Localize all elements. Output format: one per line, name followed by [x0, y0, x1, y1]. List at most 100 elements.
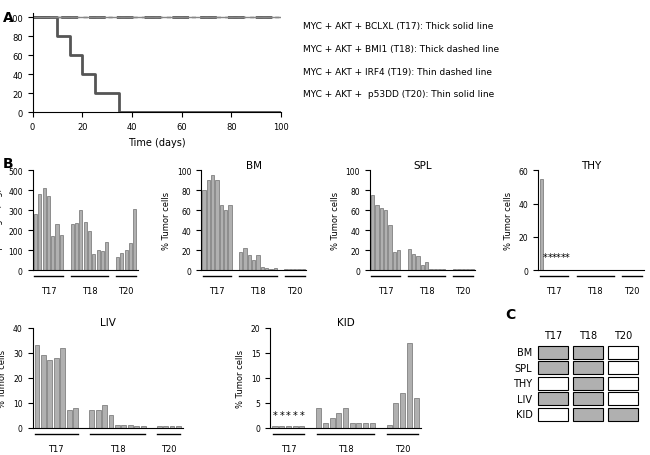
Text: T20: T20 [118, 286, 134, 295]
Bar [274, 268, 277, 270]
Bar [429, 269, 432, 270]
Bar [67, 410, 72, 428]
Bar [84, 222, 87, 270]
Bar [224, 211, 227, 270]
Text: SPL: SPL [515, 363, 532, 373]
Bar [400, 393, 405, 428]
Bar [55, 225, 58, 270]
Bar [248, 256, 251, 270]
Bar [125, 251, 128, 270]
Bar [462, 269, 465, 270]
Bar [92, 254, 96, 270]
Text: MYC + AKT + BCLXL (T17): Thick solid line: MYC + AKT + BCLXL (T17): Thick solid lin… [303, 22, 493, 30]
Bar [120, 253, 124, 270]
Bar [122, 425, 126, 428]
Bar [79, 211, 83, 270]
Title: KID: KID [337, 318, 354, 328]
Bar [453, 269, 456, 270]
Title: SPL: SPL [413, 160, 432, 170]
Bar [573, 408, 603, 421]
Text: B: B [3, 157, 14, 171]
Bar [323, 423, 328, 428]
Bar [135, 426, 139, 428]
Bar [421, 265, 424, 270]
Bar [228, 206, 231, 270]
Text: *: * [556, 253, 561, 263]
Text: T18: T18 [588, 286, 603, 295]
Text: T17: T17 [543, 330, 562, 340]
Bar [34, 346, 40, 428]
Bar [109, 415, 113, 428]
Bar [101, 252, 104, 270]
Bar [316, 408, 321, 428]
Bar [412, 254, 415, 270]
Y-axis label: % Tumor cells: % Tumor cells [0, 349, 7, 407]
Bar [157, 426, 162, 428]
Bar [244, 248, 247, 270]
Text: T17: T17 [546, 286, 562, 295]
Bar [330, 418, 335, 428]
Bar [272, 426, 278, 428]
Text: MYC + AKT +  p53DD (T20): Thin solid line: MYC + AKT + p53DD (T20): Thin solid line [303, 90, 494, 99]
Bar [220, 206, 223, 270]
Bar [442, 269, 445, 270]
Bar [538, 362, 567, 374]
Bar [300, 426, 304, 428]
Bar [388, 226, 391, 270]
Y-axis label: % Disease free mice: % Disease free mice [0, 14, 1, 113]
Bar [269, 269, 272, 270]
Text: T20: T20 [161, 444, 177, 453]
Bar [434, 269, 437, 270]
Bar [538, 346, 567, 359]
Bar [380, 209, 383, 270]
Bar [408, 249, 411, 270]
Bar [280, 426, 284, 428]
Text: LIV: LIV [517, 394, 532, 404]
Text: *: * [560, 253, 565, 263]
Bar [608, 377, 638, 390]
Bar [384, 211, 387, 270]
Bar [176, 426, 181, 428]
Bar [343, 408, 348, 428]
Bar [370, 423, 375, 428]
Bar [292, 426, 298, 428]
Text: C: C [505, 308, 515, 321]
Title: THY: THY [580, 160, 601, 170]
Bar [538, 408, 567, 421]
Text: THY: THY [514, 379, 532, 389]
Bar [96, 410, 101, 428]
Text: T20: T20 [287, 286, 302, 295]
Text: *: * [547, 253, 552, 263]
Bar [540, 179, 543, 270]
Bar [608, 408, 638, 421]
Bar [47, 360, 52, 428]
Bar [538, 392, 567, 405]
Text: T18: T18 [579, 330, 597, 340]
Bar [207, 181, 210, 270]
Bar [393, 403, 398, 428]
Bar [286, 426, 291, 428]
Bar [293, 269, 296, 270]
Text: *: * [280, 410, 284, 420]
Bar [261, 268, 264, 270]
Bar [298, 269, 301, 270]
Bar [417, 257, 420, 270]
Text: T17: T17 [41, 286, 57, 295]
Bar [88, 232, 91, 270]
Bar [285, 269, 288, 270]
Text: BM: BM [517, 348, 532, 358]
Text: T17: T17 [281, 444, 296, 453]
Text: T18: T18 [338, 444, 354, 453]
Bar [407, 343, 412, 428]
Y-axis label: Spl weight (mg): Spl weight (mg) [0, 187, 3, 254]
Text: T18: T18 [82, 286, 98, 295]
Bar [41, 355, 46, 428]
Bar [573, 346, 603, 359]
Text: T18: T18 [419, 286, 434, 295]
Bar [54, 358, 58, 428]
Text: *: * [552, 253, 556, 263]
Y-axis label: % Tumor cells: % Tumor cells [237, 349, 246, 407]
Bar [471, 269, 474, 270]
Text: T20: T20 [395, 444, 410, 453]
Text: T17: T17 [378, 286, 393, 295]
